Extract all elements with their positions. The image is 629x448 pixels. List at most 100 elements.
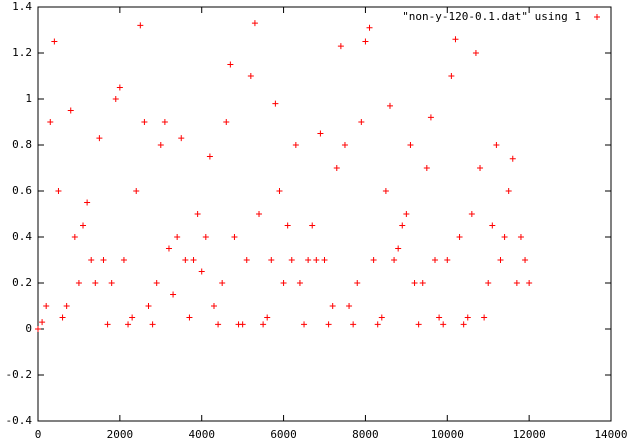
point [215,321,222,328]
point [165,245,172,252]
point [206,153,213,160]
point [198,268,205,275]
point [202,234,209,240]
point [223,119,230,125]
legend-label: "non-y-120-0.1.dat" using 1 [402,10,581,23]
point [452,36,459,43]
point [415,321,422,328]
point [382,188,389,194]
point [386,102,393,109]
point [149,321,156,328]
point [493,142,500,148]
point [116,84,123,91]
point [501,234,508,240]
point [227,61,234,68]
point [219,280,226,286]
point [305,257,312,263]
y-tick-label: 0.6 [12,184,32,197]
point [268,257,275,263]
x-tick-label: 0 [35,428,42,441]
point [317,130,324,137]
point [411,280,418,286]
y-tick-label: -0.4 [6,414,33,427]
point [251,20,258,27]
y-tick-label: 0.2 [12,276,32,289]
point [472,50,479,56]
point [444,257,451,263]
point [67,107,74,114]
point [133,188,140,194]
point [407,142,414,148]
point [210,303,217,309]
x-tick-label: 14000 [594,428,627,441]
point [190,257,197,263]
y-tick-label: -0.2 [6,368,33,381]
point [292,142,299,148]
point [333,165,340,171]
point [522,257,529,263]
point [526,280,533,286]
point [464,314,471,321]
point [296,280,303,286]
point [354,280,361,286]
x-tick-label: 4000 [188,428,215,441]
point [161,119,168,125]
point [260,321,267,328]
point [358,119,365,125]
point [366,24,373,31]
point [55,188,62,194]
point [427,114,434,121]
point [329,303,336,309]
point [112,96,119,102]
point [321,257,328,263]
y-tick-label: 1.2 [12,46,32,59]
point [243,257,250,263]
point [448,73,455,79]
point [256,211,263,217]
point [59,314,66,321]
point [513,280,520,286]
point [247,73,254,79]
point [145,303,152,309]
point [272,100,279,107]
point [104,321,111,328]
point [137,22,144,29]
point [481,314,488,321]
point [378,314,385,321]
point [88,257,95,263]
point [75,280,82,286]
point [423,165,430,171]
point [178,135,185,142]
x-tick-label: 2000 [107,428,134,441]
point [43,303,50,309]
point [370,257,377,263]
point [341,142,348,148]
point [92,280,99,286]
point [362,38,369,45]
point [280,280,287,286]
point [468,211,475,217]
y-tick-label: 1.4 [12,0,32,13]
point [276,188,283,194]
point [391,257,398,263]
point [403,211,410,217]
point [505,188,512,194]
plot-border [37,6,612,422]
point [517,234,524,240]
point [460,321,467,328]
point [325,321,332,328]
point [186,314,193,321]
point [436,314,443,321]
point [264,314,271,321]
x-tick-label: 8000 [352,428,379,441]
point [284,222,291,229]
point [509,155,516,162]
point [440,321,447,328]
point [47,119,54,125]
point [399,222,406,229]
point [129,314,136,321]
point [96,135,103,142]
x-tick-label: 6000 [270,428,297,441]
point [485,280,492,286]
